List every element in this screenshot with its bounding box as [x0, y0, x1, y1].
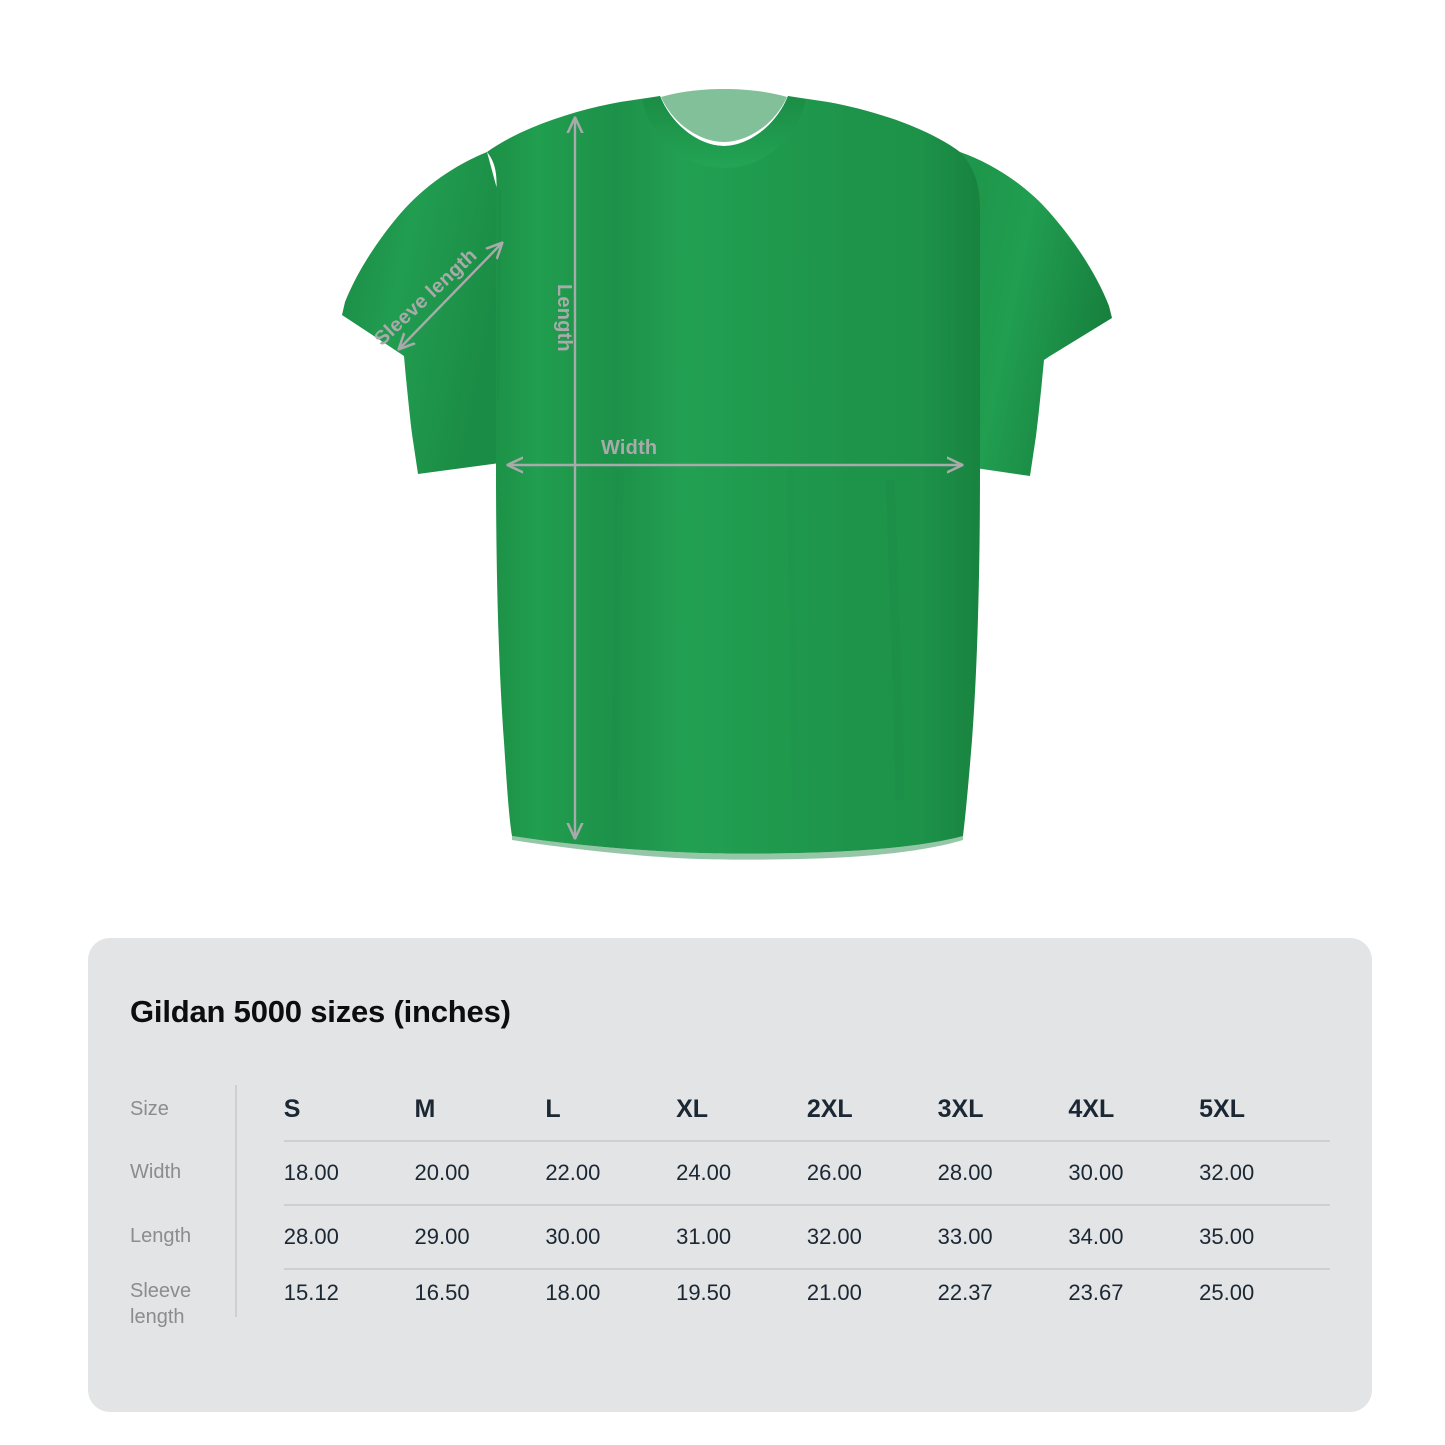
table-row: Width 18.00 20.00 22.00 24.00 26.00 28.0…: [130, 1140, 1330, 1205]
table-row: Sleeve length 15.12 16.50 18.00 19.50 21…: [130, 1268, 1330, 1352]
row-gutter: [240, 1205, 284, 1269]
cell-length-4xl: 34.00: [1068, 1204, 1200, 1269]
cell-width-l: 22.00: [545, 1140, 677, 1205]
cell-sleeve-2xl: 21.00: [806, 1268, 938, 1352]
size-chart-table: Size S M L XL 2XL 3XL 4XL 5XL Width 18.0…: [130, 1078, 1330, 1352]
cell-sleeve-3xl: 22.37: [937, 1268, 1069, 1352]
right-shoulder-seam: [947, 189, 951, 401]
product-image-area: Length Sleeve length Width: [342, 89, 1112, 860]
cell-length-l: 30.00: [545, 1204, 677, 1269]
cell-sleeve-m: 16.50: [414, 1268, 546, 1352]
size-chart-title: Gildan 5000 sizes (inches): [130, 994, 511, 1029]
size-header-label: Size: [130, 1097, 169, 1120]
right-sleeve: [948, 152, 1112, 476]
row-label-width: Width: [130, 1161, 182, 1184]
cell-length-s: 28.00: [283, 1204, 415, 1269]
cell-width-2xl: 26.00: [806, 1140, 938, 1205]
fabric-fold: [885, 479, 905, 801]
table-vertical-divider: [235, 1085, 237, 1317]
header-gutter: [240, 1078, 284, 1141]
width-measure-label: Width: [601, 437, 658, 459]
size-header-m: M: [414, 1094, 436, 1123]
cell-length-xl: 31.00: [676, 1204, 807, 1269]
size-header-l: L: [545, 1094, 561, 1123]
length-measure-label: Length: [553, 284, 575, 352]
size-header-2xl: 2XL: [806, 1094, 853, 1123]
shirt-hem: [512, 836, 963, 860]
cell-sleeve-4xl: 23.67: [1068, 1268, 1200, 1352]
collar-ribbing: [642, 96, 806, 168]
table-row: Length 28.00 29.00 30.00 31.00 32.00 33.…: [130, 1204, 1330, 1269]
size-header-s: S: [283, 1094, 301, 1123]
cell-sleeve-xl: 19.50: [676, 1268, 807, 1352]
collar-inner: [661, 89, 787, 142]
row-label-line-2: length: [130, 1305, 185, 1328]
row-label-line-1: Sleeve: [130, 1280, 192, 1302]
size-header-5xl: 5XL: [1199, 1094, 1245, 1123]
table-header-row: Size S M L XL 2XL 3XL 4XL 5XL: [130, 1078, 1330, 1141]
size-header-4xl: 4XL: [1068, 1094, 1115, 1123]
cell-length-5xl: 35.00: [1199, 1204, 1330, 1269]
cell-sleeve-5xl: 25.00: [1199, 1268, 1330, 1352]
row-gutter: [240, 1269, 284, 1352]
row-gutter: [240, 1141, 284, 1205]
size-header-xl: XL: [676, 1094, 709, 1123]
row-label-sleeve-length: Sleeve length: [130, 1269, 240, 1352]
fabric-fold: [610, 469, 624, 801]
cell-length-m: 29.00: [414, 1204, 546, 1269]
row-label-length: Length: [130, 1225, 192, 1248]
cell-length-3xl: 33.00: [937, 1204, 1069, 1269]
cell-width-3xl: 28.00: [937, 1140, 1069, 1205]
cell-width-4xl: 30.00: [1068, 1140, 1200, 1205]
size-chart-panel: Gildan 5000 sizes (inches) Size S M L XL…: [88, 938, 1372, 1412]
cell-sleeve-l: 18.00: [545, 1268, 677, 1352]
tshirt-illustration: [342, 89, 1112, 860]
cell-width-xl: 24.00: [676, 1140, 807, 1205]
cell-width-s: 18.00: [283, 1140, 415, 1205]
cell-length-2xl: 32.00: [806, 1204, 938, 1269]
shirt-body: [487, 96, 980, 854]
cell-width-m: 20.00: [414, 1140, 546, 1205]
size-header-3xl: 3XL: [937, 1094, 984, 1123]
cell-width-5xl: 32.00: [1199, 1140, 1330, 1205]
cell-sleeve-s: 15.12: [283, 1268, 415, 1352]
fabric-fold: [786, 469, 800, 801]
sleeve-length-arrow: [399, 243, 502, 349]
